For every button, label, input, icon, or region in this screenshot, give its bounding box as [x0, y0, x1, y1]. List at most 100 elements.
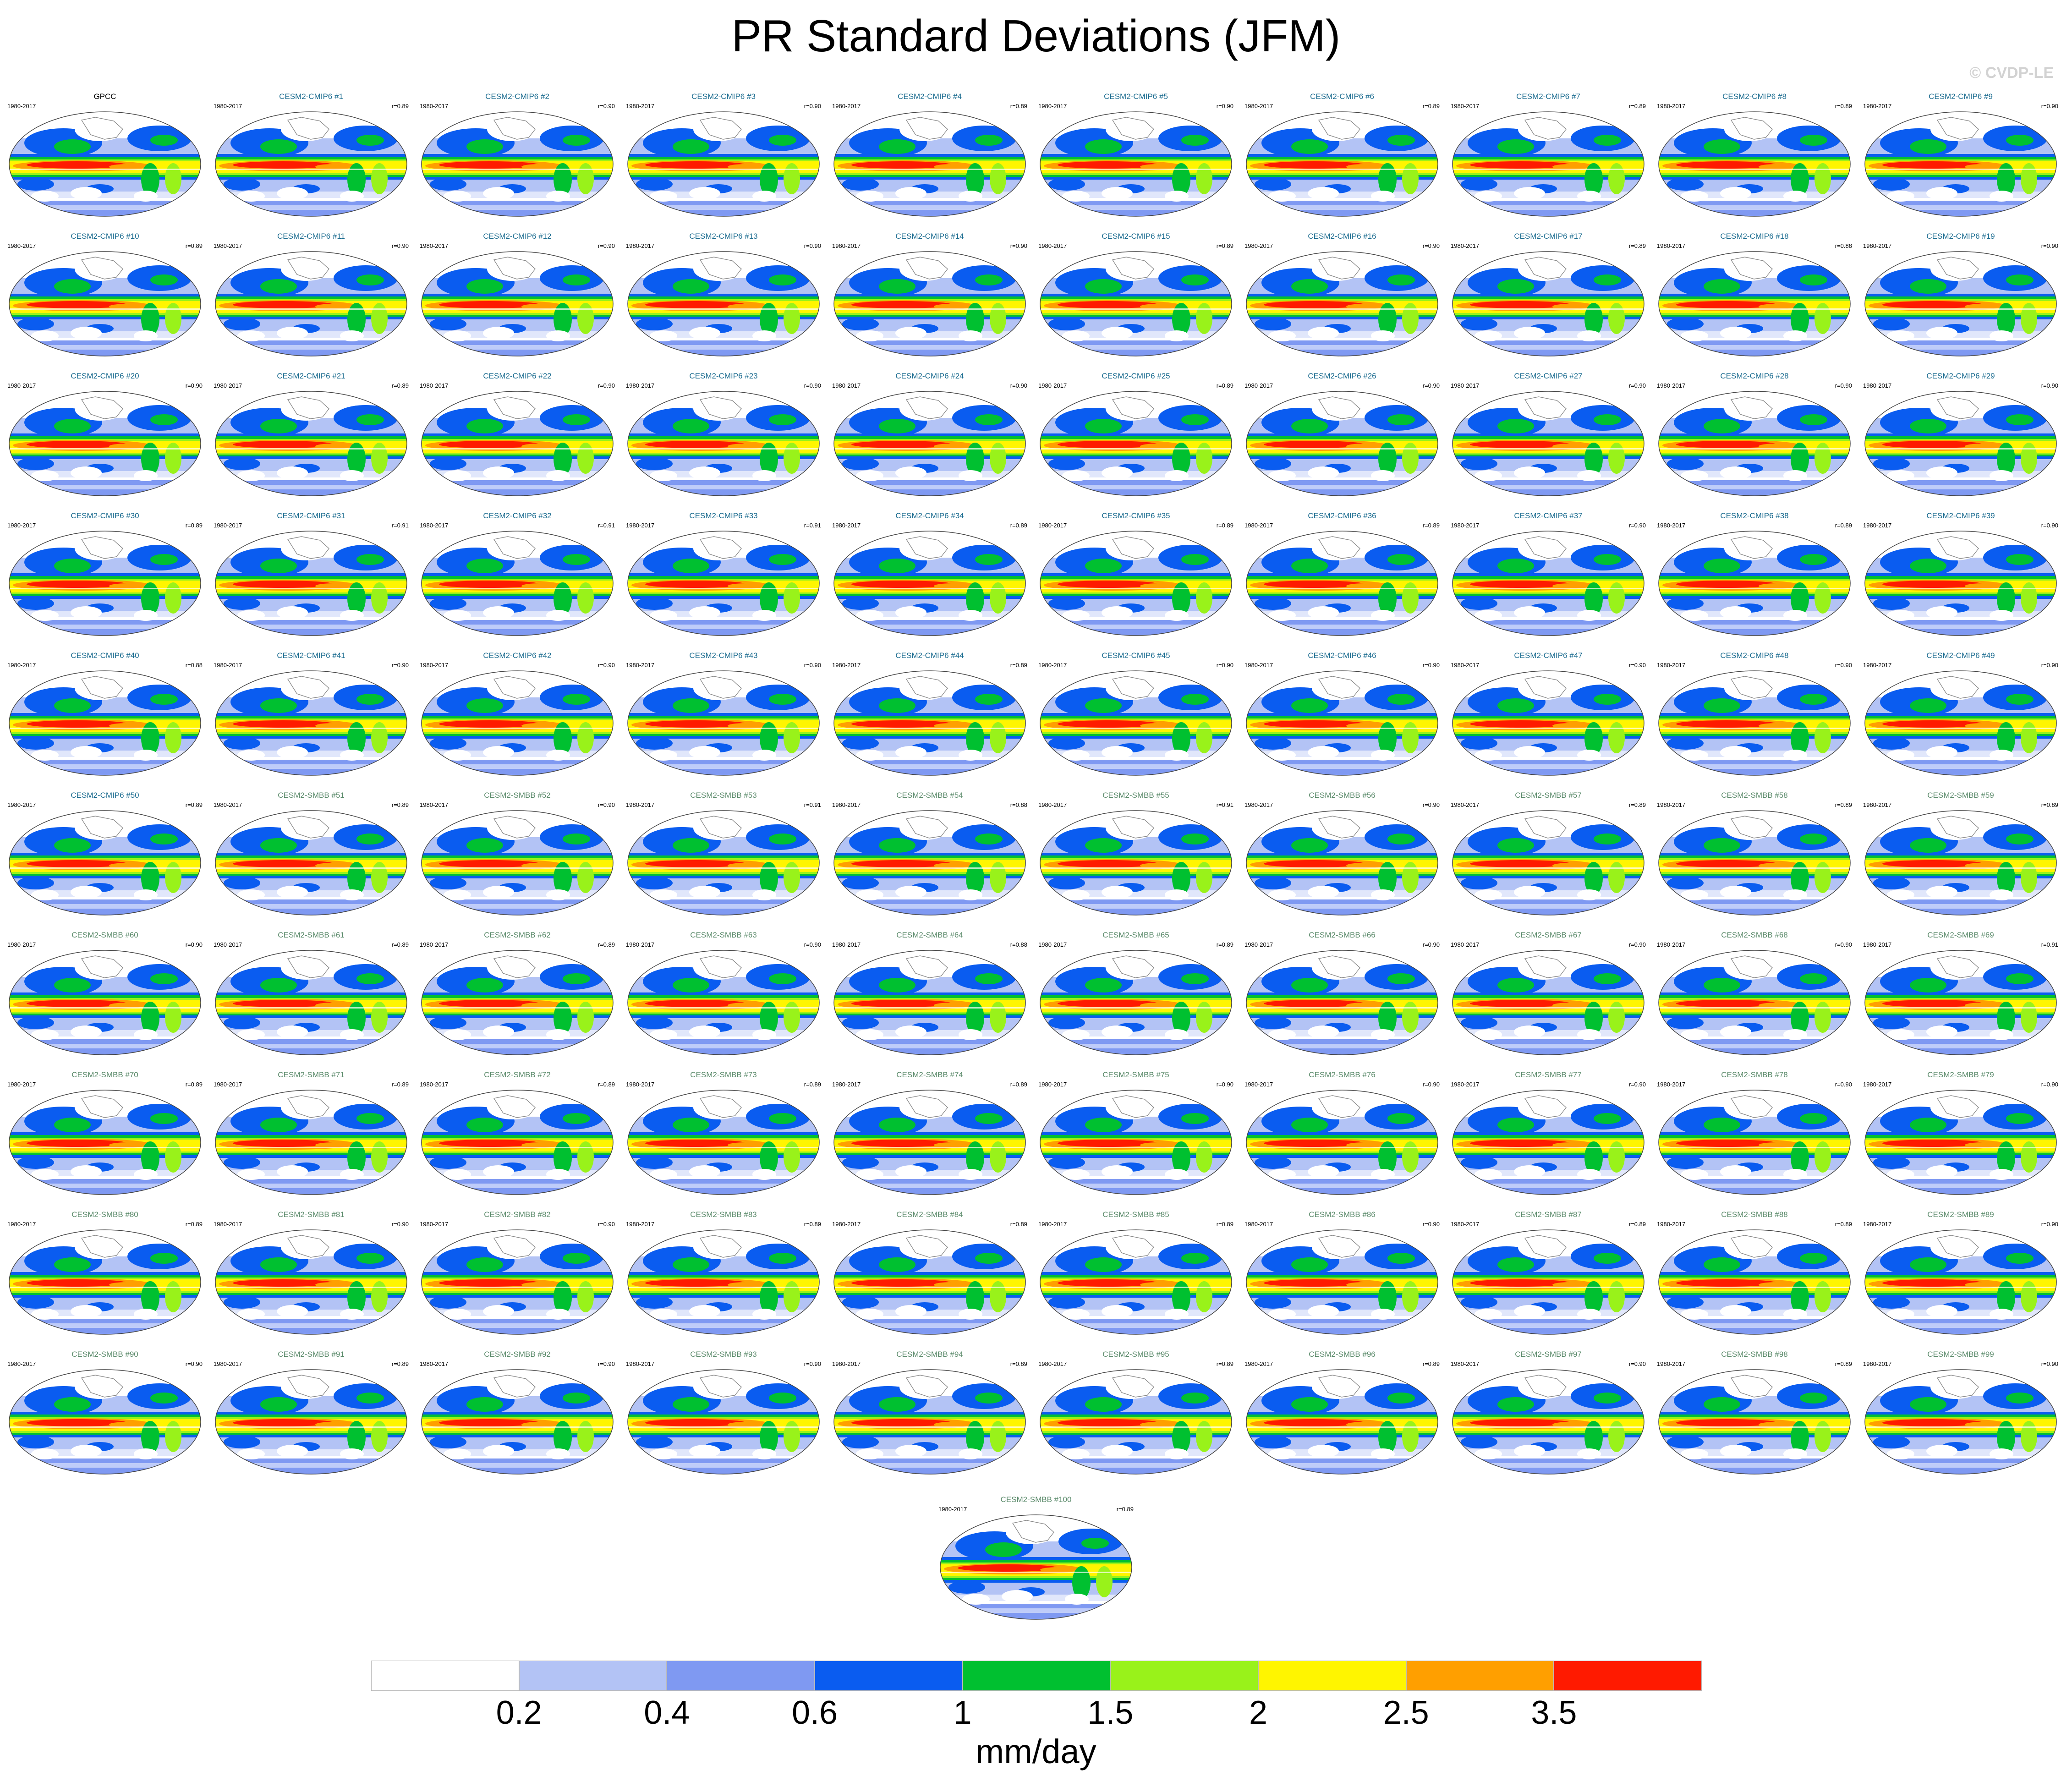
panel-period: 1980-2017 [832, 242, 861, 249]
panel-period: 1980-2017 [938, 1506, 967, 1513]
map-panel: CESM2-CMIP6 #3 1980-2017 r=0.90 [620, 92, 827, 229]
map-panel: CESM2-SMBB #96 1980-2017 r=0.89 [1239, 1349, 1445, 1487]
panel-correlation: r=0.89 [1422, 103, 1440, 110]
panel-correlation: r=0.91 [597, 522, 615, 529]
precip-std-map [1452, 949, 1645, 1056]
panel-period: 1980-2017 [1863, 382, 1892, 389]
precip-std-map [214, 670, 408, 776]
panel-period: 1980-2017 [1657, 801, 1686, 808]
panel-title: CESM2-CMIP6 #27 [1514, 372, 1583, 380]
panel-correlation: r=0.90 [804, 103, 821, 110]
panel-period: 1980-2017 [626, 801, 655, 808]
colorbar-tick-label: 0.2 [496, 1694, 542, 1731]
panel-correlation: r=0.89 [1422, 1360, 1440, 1367]
precip-std-map [1245, 670, 1439, 776]
precip-std-map [214, 390, 408, 497]
panel-title: CESM2-SMBB #88 [1721, 1210, 1788, 1219]
panel-period: 1980-2017 [1244, 242, 1273, 249]
panel-period: 1980-2017 [7, 242, 36, 249]
panel-period: 1980-2017 [626, 1221, 655, 1228]
panel-correlation: r=0.90 [1422, 801, 1440, 808]
panel-correlation: r=0.89 [391, 1360, 409, 1367]
panel-title: CESM2-CMIP6 #22 [483, 372, 552, 380]
panel-correlation: r=0.89 [1835, 1221, 1852, 1228]
map-panel: CESM2-SMBB #93 1980-2017 r=0.90 [620, 1349, 827, 1487]
precip-std-map [8, 390, 202, 497]
panel-correlation: r=0.89 [185, 1081, 203, 1088]
map-panel: CESM2-SMBB #71 1980-2017 r=0.89 [208, 1070, 414, 1207]
map-panel: GPCC 1980-2017 [2, 92, 208, 229]
panel-period: 1980-2017 [420, 382, 449, 389]
panel-period: 1980-2017 [626, 242, 655, 249]
colorbar-swatch [1554, 1661, 1702, 1691]
panel-correlation: r=0.90 [1628, 1081, 1646, 1088]
panel-title: CESM2-CMIP6 #28 [1720, 372, 1789, 380]
panel-correlation: r=0.89 [1010, 1081, 1027, 1088]
map-panel: CESM2-SMBB #97 1980-2017 r=0.90 [1445, 1349, 1651, 1487]
panel-period: 1980-2017 [1451, 801, 1480, 808]
panel-title: CESM2-SMBB #63 [690, 931, 757, 939]
map-panel: CESM2-SMBB #60 1980-2017 r=0.90 [2, 930, 208, 1068]
panel-period: 1980-2017 [420, 941, 449, 948]
panel-period: 1980-2017 [1657, 1360, 1686, 1367]
precip-std-map [1452, 111, 1645, 217]
panel-period: 1980-2017 [420, 801, 449, 808]
precip-std-map [833, 111, 1026, 217]
panel-correlation: r=0.90 [185, 1360, 203, 1367]
panel-period: 1980-2017 [7, 941, 36, 948]
panel-title: CESM2-CMIP6 #23 [689, 372, 758, 380]
panel-title: CESM2-CMIP6 #18 [1720, 232, 1789, 241]
colorbar-swatch [1110, 1661, 1258, 1691]
panel-period: 1980-2017 [832, 522, 861, 529]
map-panel: CESM2-CMIP6 #10 1980-2017 r=0.89 [2, 231, 208, 369]
map-panel: CESM2-SMBB #66 1980-2017 r=0.90 [1239, 930, 1445, 1068]
panel-period: 1980-2017 [1657, 1221, 1686, 1228]
map-panel: CESM2-CMIP6 #6 1980-2017 r=0.89 [1239, 92, 1445, 229]
map-panel: CESM2-CMIP6 #25 1980-2017 r=0.89 [1033, 371, 1239, 509]
panel-period: 1980-2017 [1244, 1221, 1273, 1228]
panel-correlation: r=0.90 [2041, 522, 2058, 529]
map-panel: CESM2-CMIP6 #35 1980-2017 r=0.89 [1033, 511, 1239, 648]
panel-correlation: r=0.90 [597, 1360, 615, 1367]
panel-correlation: r=0.89 [185, 242, 203, 249]
panel-period: 1980-2017 [1038, 662, 1067, 669]
panel-title: CESM2-SMBB #56 [1309, 791, 1376, 800]
map-panel: CESM2-SMBB #83 1980-2017 r=0.89 [620, 1210, 827, 1347]
panel-correlation: r=0.89 [1010, 1360, 1027, 1367]
map-panel: CESM2-CMIP6 #50 1980-2017 r=0.89 [2, 790, 208, 928]
precip-std-map [1864, 530, 2057, 636]
map-panel: CESM2-CMIP6 #17 1980-2017 r=0.89 [1445, 231, 1651, 369]
panel-period: 1980-2017 [1451, 103, 1480, 110]
panel-period: 1980-2017 [7, 1221, 36, 1228]
panel-period: 1980-2017 [7, 1081, 36, 1088]
panel-title: CESM2-SMBB #89 [1927, 1210, 1994, 1219]
panel-period: 1980-2017 [420, 662, 449, 669]
precip-std-map [214, 111, 408, 217]
map-panel: CESM2-CMIP6 #34 1980-2017 r=0.89 [827, 511, 1033, 648]
panel-period: 1980-2017 [214, 522, 242, 529]
panel-title: CESM2-CMIP6 #14 [895, 232, 964, 241]
panel-period: 1980-2017 [1451, 662, 1480, 669]
panel-title: CESM2-SMBB #65 [1102, 931, 1169, 939]
precip-std-map [1039, 810, 1233, 916]
panel-title: CESM2-SMBB #82 [484, 1210, 551, 1219]
panel-correlation: r=0.89 [391, 801, 409, 808]
panel-period: 1980-2017 [1244, 103, 1273, 110]
precip-std-map [214, 1369, 408, 1475]
panel-correlation: r=0.89 [1835, 103, 1852, 110]
map-panel: CESM2-SMBB #91 1980-2017 r=0.89 [208, 1349, 414, 1487]
panel-period: 1980-2017 [1657, 1081, 1686, 1088]
panel-title: CESM2-CMIP6 #40 [71, 651, 139, 660]
precip-std-map [1658, 810, 1851, 916]
precip-std-map [1039, 1229, 1233, 1335]
precip-std-map [1864, 251, 2057, 357]
panel-period: 1980-2017 [7, 103, 36, 110]
panel-correlation: r=0.90 [2041, 242, 2058, 249]
map-panel: CESM2-CMIP6 #42 1980-2017 r=0.90 [414, 651, 620, 788]
panel-title: GPCC [93, 92, 116, 101]
panel-title: CESM2-SMBB #97 [1515, 1350, 1582, 1359]
precip-std-map [1864, 111, 2057, 217]
map-panel: CESM2-CMIP6 #16 1980-2017 r=0.90 [1239, 231, 1445, 369]
panel-correlation: r=0.89 [1116, 1506, 1134, 1513]
panel-period: 1980-2017 [832, 941, 861, 948]
